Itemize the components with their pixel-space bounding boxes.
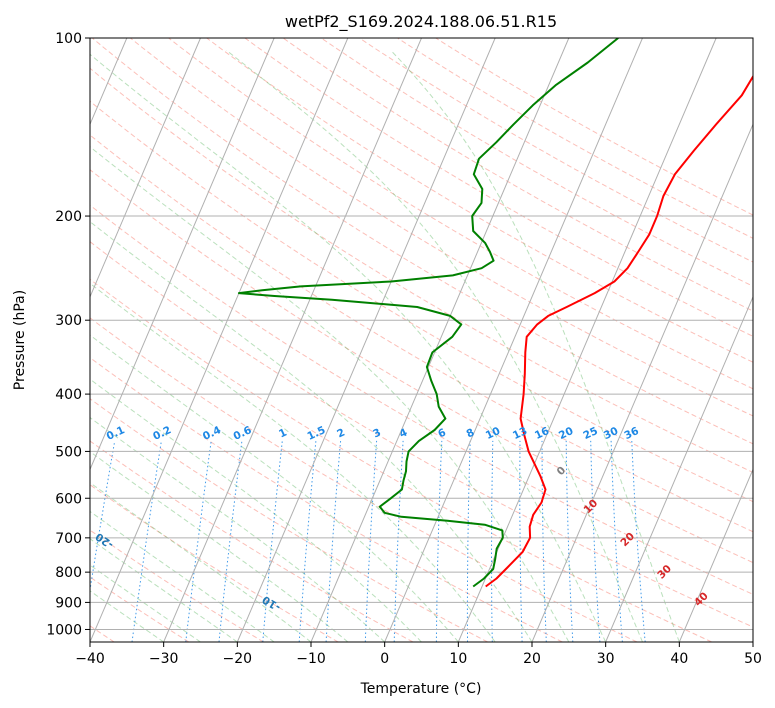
x-tick-label: 50 <box>744 651 762 667</box>
mixing-ratio-label: 10 <box>484 425 502 442</box>
isotherm-gridline <box>90 38 275 471</box>
x-tick-label: −10 <box>296 651 326 667</box>
dry-adiabat <box>90 241 753 628</box>
mixing-ratio-line <box>435 440 443 642</box>
mixing-ratio-line <box>631 440 646 642</box>
dry-adiabat <box>90 278 712 642</box>
dry-adiabat <box>130 38 753 417</box>
dry-adiabat <box>206 38 753 363</box>
y-tick-label: 1000 <box>46 622 82 638</box>
dry-adiabat <box>90 134 753 533</box>
isotherm-gridline <box>605 295 753 642</box>
moist-adiabat <box>90 282 496 642</box>
mixing-ratio-line <box>541 440 547 642</box>
mixing-ratio-line <box>218 440 243 642</box>
mixing-ratio-label: 6 <box>436 427 448 441</box>
mixing-ratio-line <box>262 440 283 642</box>
isotherm-gridline <box>384 38 643 642</box>
moist-adiabat <box>90 146 570 642</box>
temperature-profile-line <box>485 74 753 588</box>
y-tick-label: 800 <box>55 565 82 581</box>
x-tick-label: 30 <box>597 651 615 667</box>
y-tick-label: 400 <box>55 387 82 403</box>
dewpoint-profile-line <box>237 38 619 588</box>
mixing-ratio-line <box>565 440 574 642</box>
mixing-ratio-label: 25 <box>581 425 599 442</box>
moist-adiabat <box>90 416 386 642</box>
mixing-ratio-label: 16 <box>533 425 551 442</box>
reference-lines <box>90 38 753 642</box>
x-tick-label: 40 <box>670 651 688 667</box>
mixing-ratio-line <box>185 440 212 642</box>
mixing-ratio-line <box>519 440 523 642</box>
mixing-ratio-line <box>298 440 317 642</box>
mixing-ratio-label: 4 <box>398 427 410 441</box>
y-tick-label: 500 <box>55 444 82 460</box>
mixing-ratio-line <box>131 440 162 642</box>
mixing-ratio-line <box>590 440 601 642</box>
x-tick-label: 0 <box>380 651 389 667</box>
profiles <box>237 38 753 588</box>
isotherm-gridline <box>90 38 201 299</box>
y-tick-label: 900 <box>55 595 82 611</box>
chart-title: wetPf2_S169.2024.188.06.51.R15 <box>285 12 557 32</box>
mixing-ratio-line <box>393 440 404 642</box>
dry-adiabat <box>90 440 414 642</box>
dry-adiabat <box>244 38 753 337</box>
isotherm-gridline <box>531 123 753 642</box>
y-tick-label: 600 <box>55 491 82 507</box>
x-tick-label: −40 <box>75 651 105 667</box>
mixing-ratio-line <box>325 440 342 642</box>
mixing-ratio-label: 8 <box>465 427 477 441</box>
y-tick-label: 100 <box>55 31 82 47</box>
x-axis-label: Temperature (°C) <box>360 681 482 697</box>
moist-adiabat <box>90 378 422 642</box>
mixing-ratio-label: 1 <box>277 427 289 441</box>
mixing-ratio-label: 30 <box>602 425 620 442</box>
mixing-ratio-line <box>610 440 623 642</box>
plot-frame <box>89 37 754 643</box>
moist-adiabat <box>90 564 201 642</box>
axis-ticks: −40 −30 −20 −10 0 10 20 30 40 50 100 200 300 400 500 60… <box>46 31 762 667</box>
moist-adiabat <box>390 50 680 642</box>
mixing-ratio-label: 13 <box>511 425 529 442</box>
dry-adiabat <box>90 204 753 595</box>
dry-adiabat <box>90 484 339 642</box>
mixing-ratio-line <box>491 440 494 642</box>
y-tick-label: 200 <box>55 209 82 225</box>
mixing-ratio-label: 2 <box>335 427 347 441</box>
dry-adiabat <box>359 38 753 263</box>
x-tick-label: 20 <box>523 651 541 667</box>
mixing-ratio-label: 20 <box>557 425 575 442</box>
moist-adiabat <box>90 221 533 642</box>
mixing-ratio-label: 3 <box>371 427 383 441</box>
isotherm-gridline <box>163 38 422 642</box>
isotherm-gridline <box>678 468 753 642</box>
moist-adiabat <box>90 510 275 642</box>
isotherm-gridline <box>310 38 570 642</box>
x-tick-label: −30 <box>149 651 179 667</box>
dry-adiabat <box>90 67 753 473</box>
mixing-ratio-line <box>466 440 471 642</box>
plot-area <box>90 38 753 642</box>
y-tick-label: 700 <box>55 531 82 547</box>
mixing-ratio-label: 36 <box>622 425 640 442</box>
moist-adiabat <box>90 538 238 642</box>
moist-adiabat <box>90 590 164 642</box>
x-tick-label: −20 <box>223 651 253 667</box>
mixing-ratio-line <box>364 440 378 642</box>
moist-adiabat <box>90 53 607 642</box>
dry-adiabat <box>90 169 753 564</box>
isotherm-gridline <box>236 38 496 642</box>
x-tick-label: 10 <box>449 651 467 667</box>
y-axis-label: Pressure (hPa) <box>12 290 28 390</box>
dry-adiabat <box>320 38 753 287</box>
y-tick-label: 300 <box>55 313 82 329</box>
dry-adiabat <box>90 529 264 642</box>
isotherm-gridline <box>90 38 349 642</box>
